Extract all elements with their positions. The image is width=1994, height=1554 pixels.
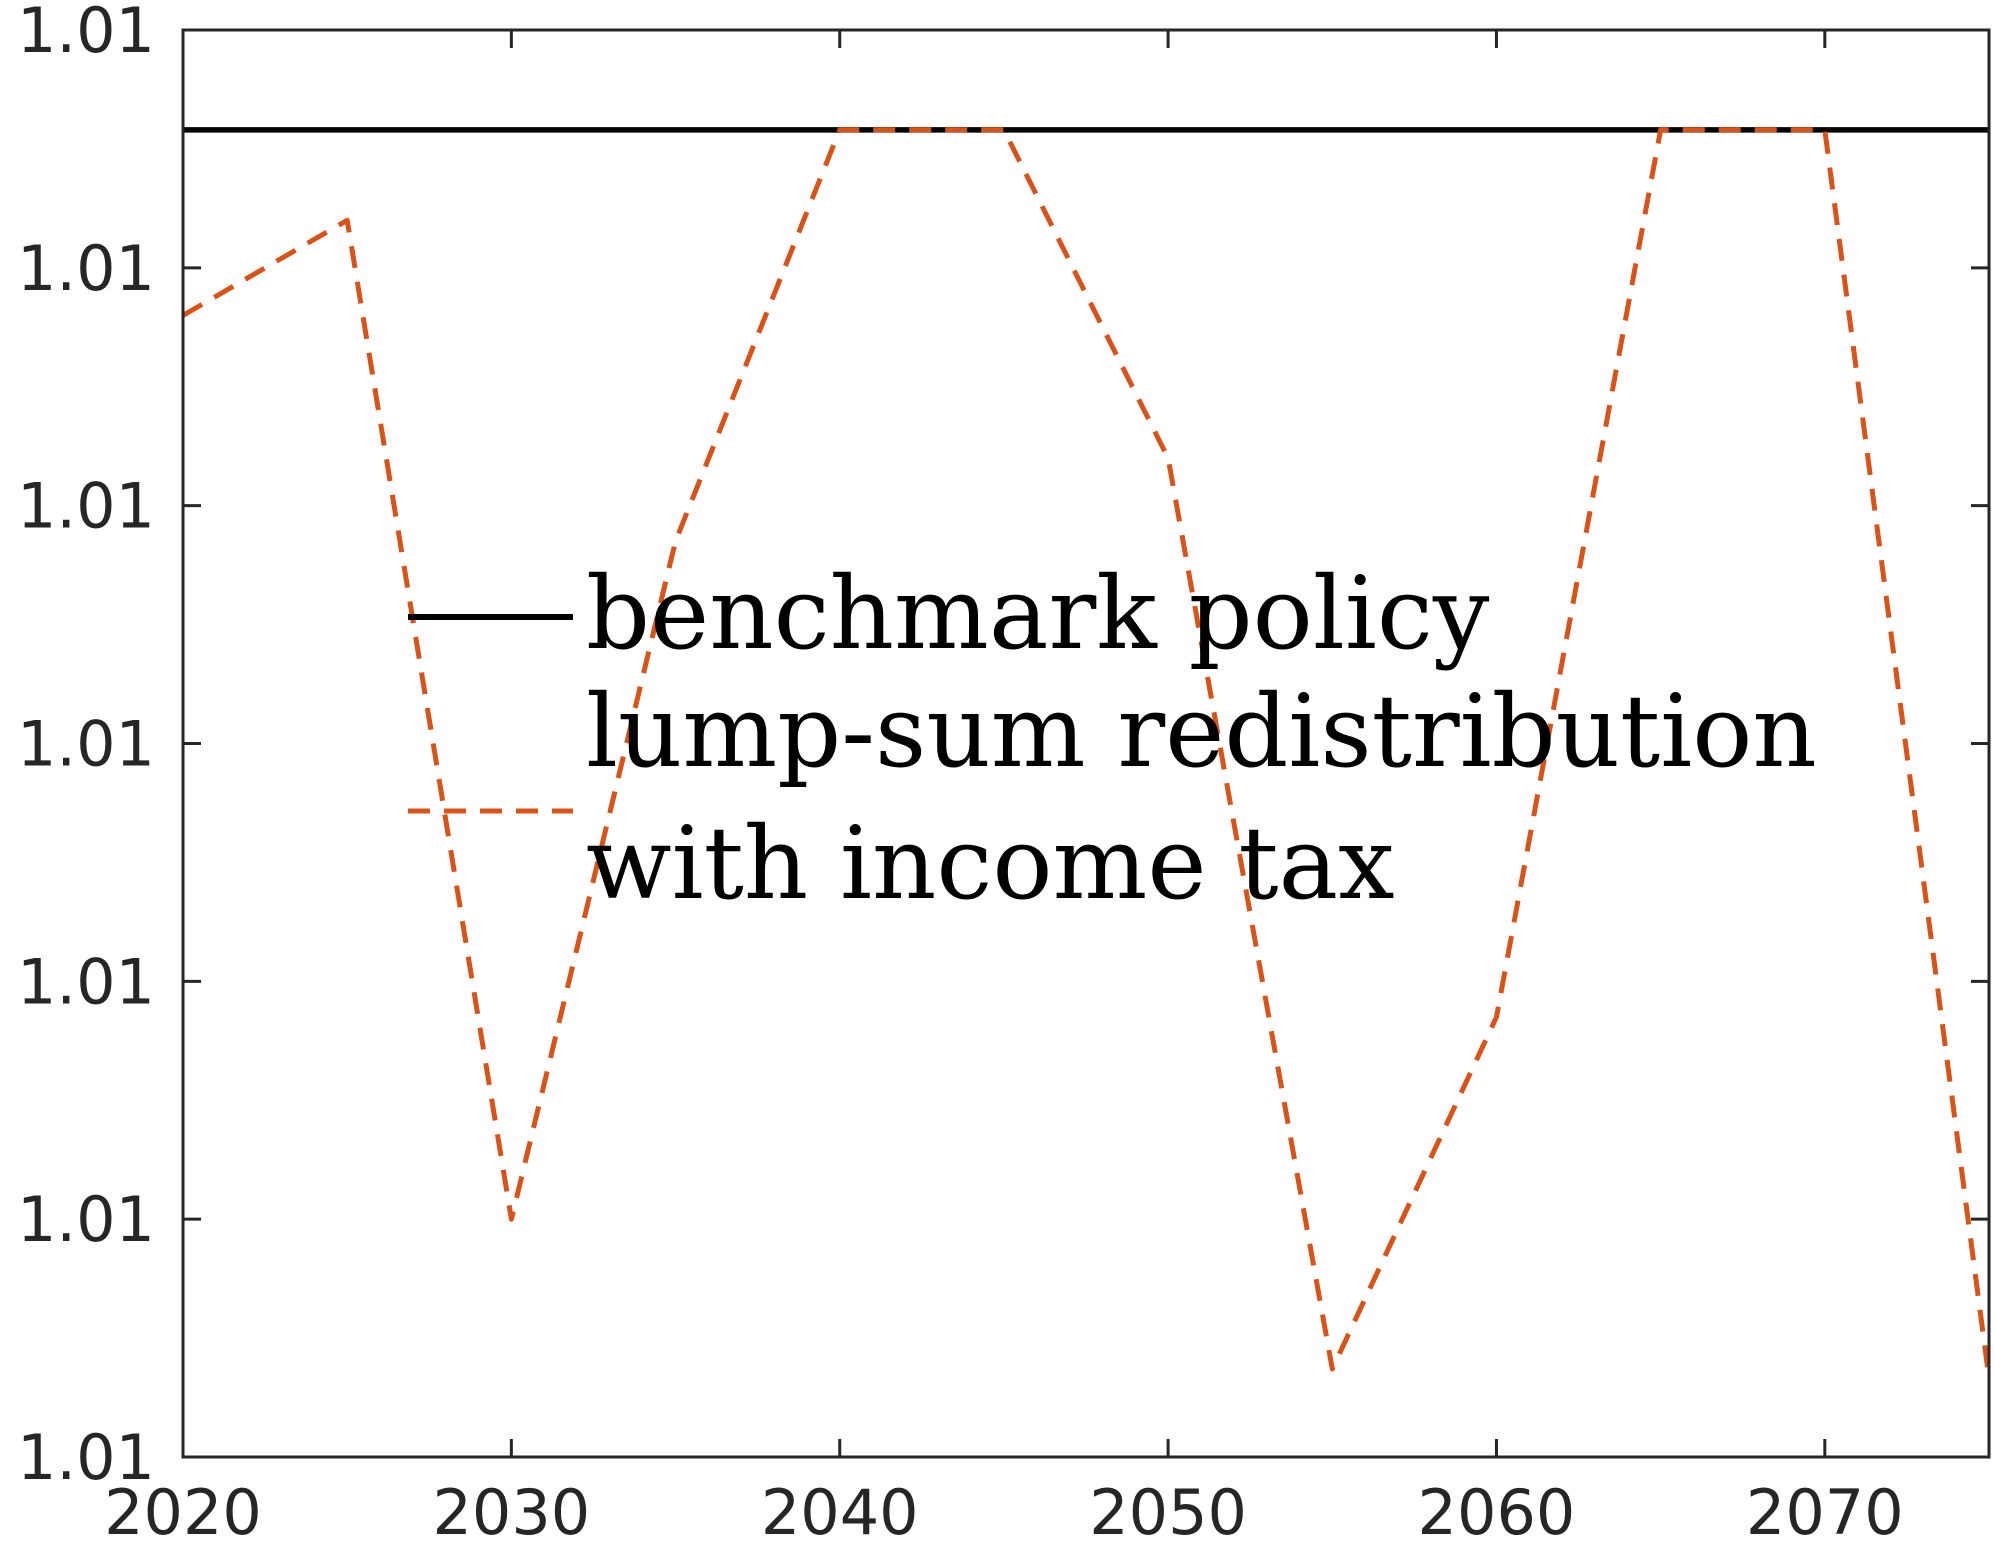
series-layer	[181, 127, 1992, 1379]
x-tick-label: 2040	[761, 1476, 919, 1549]
legend-label-lump-sum-redistribution: lump-sum redistribution	[586, 673, 1817, 790]
x-tick-label: 2070	[1746, 1476, 1904, 1549]
series-line-1	[181, 127, 1992, 1379]
plot-background	[183, 30, 1989, 1457]
x-tick-labels: 2020 2030 2040 2050 2060 2070	[104, 1476, 1904, 1549]
y-tick-label: 1.01	[17, 0, 155, 67]
plot-axes-box	[181, 28, 1991, 1459]
legend-label-benchmark-policy: benchmark policy	[586, 555, 1490, 672]
y-tick-labels: 1.01 1.01 1.01 1.01 1.01 1.01 1.01	[17, 0, 155, 1494]
x-tick-label: 2050	[1089, 1476, 1247, 1549]
y-tick-label: 1.01	[17, 945, 155, 1018]
x-tick-label: 2060	[1418, 1476, 1576, 1549]
y-tick-label: 1.01	[17, 470, 155, 543]
y-tick-label: 1.01	[17, 708, 155, 781]
legend: benchmark policy lump-sum redistribution…	[408, 555, 1817, 922]
y-tick-label: 1.01	[17, 232, 155, 305]
legend-label-with-income-tax: with income tax	[586, 805, 1395, 922]
y-tick-label: 1.01	[17, 1183, 155, 1256]
x-tick-label: 2020	[104, 1476, 262, 1549]
x-tick-label: 2030	[432, 1476, 590, 1549]
y-tick-label: 1.01	[17, 1421, 155, 1494]
